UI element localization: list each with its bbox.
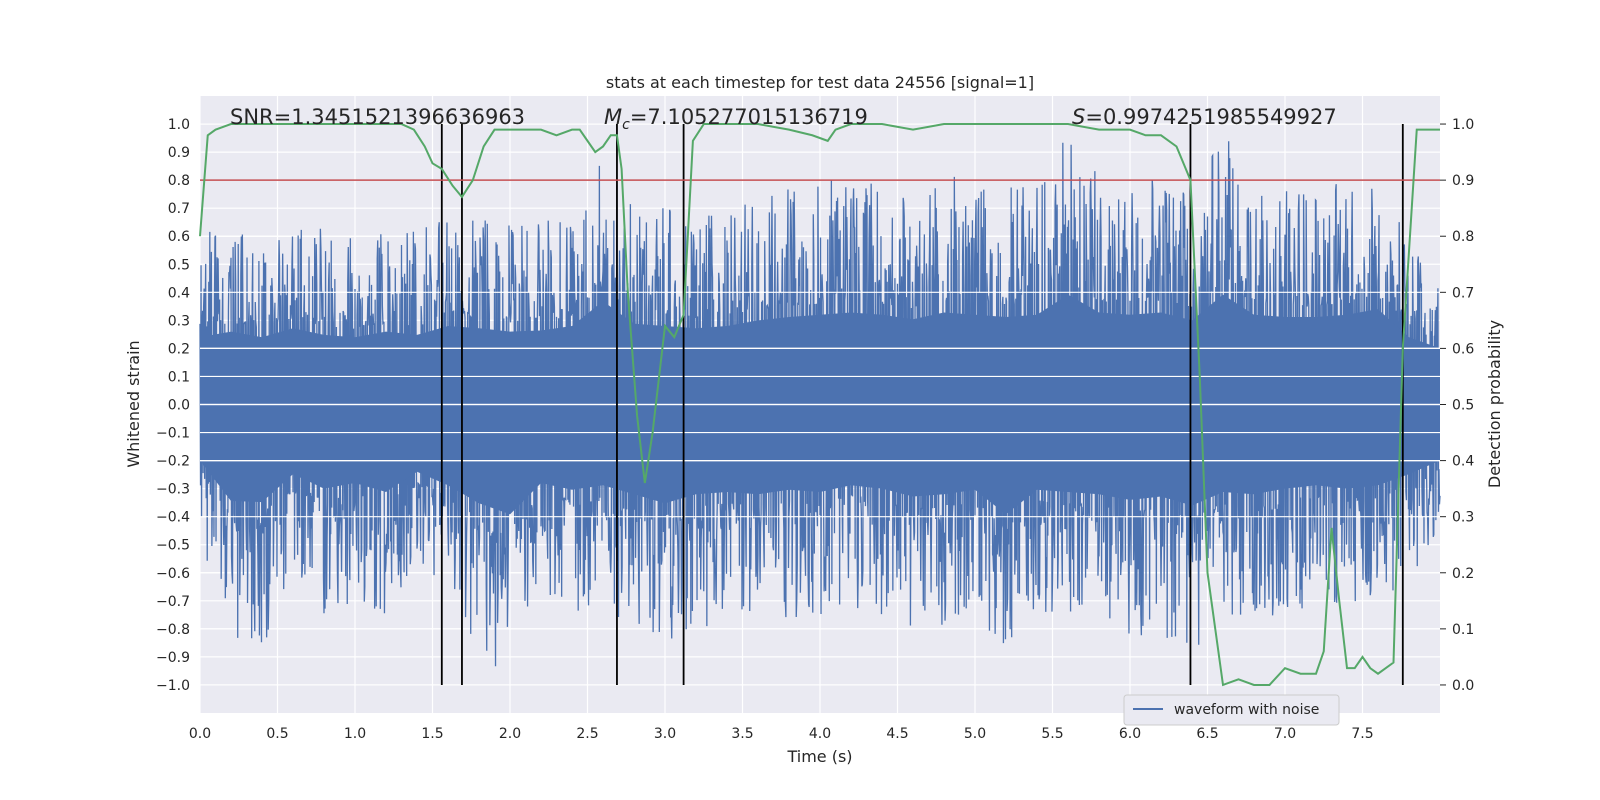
y-tick-label: −0.6 [156, 566, 190, 582]
x-axis-label: Time (s) [786, 747, 852, 766]
x-tick-label: 5.0 [964, 726, 986, 742]
x-axis-ticks: 0.0 0.5 1.0 1.5 2.0 2.5 3.0 3.5 4.0 4.5 5.0 5.5 6.0 6… [189, 726, 1374, 742]
chirp-mass-annotation: Mc=7.105277015136719 [604, 105, 868, 133]
y-tick-label: −1.0 [156, 678, 190, 694]
x-tick-label: 7.5 [1351, 726, 1373, 742]
s-annotation: S=0.9974251985549927 [1072, 105, 1337, 129]
y-tick-label: −0.1 [156, 426, 190, 442]
y2-tick-label: 0.2 [1452, 566, 1474, 582]
s-symbol: S [1072, 105, 1085, 129]
y-tick-label: 0.4 [168, 285, 190, 301]
y2-tick-label: 0.0 [1452, 678, 1474, 694]
chirp-mass-value: =7.105277015136719 [630, 105, 868, 129]
y2-tick-label: 0.7 [1452, 285, 1474, 301]
y2-tick-label: 0.8 [1452, 229, 1474, 245]
y2-axis-ticks: 1.0 0.9 0.8 0.7 0.6 0.5 0.4 0.3 0.2 0.1 0.0 [1440, 117, 1474, 694]
legend-box [1123, 694, 1340, 726]
y-tick-label: 0.6 [168, 229, 190, 245]
x-tick-label: 4.0 [809, 726, 831, 742]
y-tick-label: −0.4 [156, 510, 190, 526]
x-tick-label: 0.0 [189, 726, 211, 742]
y2-tick-label: 0.9 [1452, 173, 1474, 189]
y-tick-label: −0.3 [156, 482, 190, 498]
x-tick-label: 7.0 [1274, 726, 1296, 742]
y-tick-label: −0.2 [156, 454, 190, 470]
s-value: =0.9974251985549927 [1085, 105, 1336, 129]
y-tick-label: 0.2 [168, 341, 190, 357]
y-tick-label: 0.5 [168, 257, 190, 273]
x-tick-label: 4.5 [886, 726, 908, 742]
chirp-mass-subscript: c [622, 117, 630, 133]
y-tick-label: 0.9 [168, 145, 190, 161]
y-tick-label: 0.8 [168, 173, 190, 189]
x-tick-label: 5.5 [1041, 726, 1063, 742]
x-tick-label: 6.0 [1119, 726, 1141, 742]
y-tick-label: 1.0 [168, 117, 190, 133]
y-tick-label: −0.5 [156, 538, 190, 554]
y-tick-label: 0.3 [168, 313, 190, 329]
waveform-series [199, 141, 1441, 667]
x-tick-label: 2.5 [576, 726, 598, 742]
y2-tick-label: 1.0 [1452, 117, 1474, 133]
legend-label: waveform with noise [1174, 702, 1319, 718]
y2-axis-label: Detection probability [1485, 320, 1504, 488]
chart-title: stats at each timestep for test data 245… [606, 73, 1034, 92]
y-tick-label: 0.7 [168, 201, 190, 217]
y2-tick-label: 0.5 [1452, 398, 1474, 414]
waveform-line [199, 141, 1441, 667]
y-tick-label: 0.1 [168, 369, 190, 385]
x-tick-label: 2.0 [499, 726, 521, 742]
x-tick-label: 1.5 [421, 726, 443, 742]
snr-annotation: SNR=1.3451521396636963 [230, 105, 525, 129]
y2-tick-label: 0.3 [1452, 510, 1474, 526]
legend: waveform with noise [1123, 694, 1340, 726]
y-axis-label: Whitened strain [124, 340, 143, 467]
chirp-mass-symbol: M [604, 105, 622, 129]
x-tick-label: 6.5 [1196, 726, 1218, 742]
y-tick-label: −0.8 [156, 622, 190, 638]
probability-line [199, 123, 1440, 687]
vertical-markers [440, 124, 1404, 685]
x-tick-label: 3.5 [731, 726, 753, 742]
y-tick-label: −0.9 [156, 650, 190, 666]
y2-tick-label: 0.1 [1452, 622, 1474, 638]
x-tick-label: 0.5 [266, 726, 288, 742]
y-axis-ticks: 1.0 0.9 0.8 0.7 0.6 0.5 0.4 0.3 0.2 0.1 0.0 −0.1 −0.… [156, 117, 190, 694]
y-tick-label: −0.7 [156, 594, 190, 610]
y2-tick-label: 0.6 [1452, 341, 1474, 357]
y2-tick-label: 0.4 [1452, 454, 1474, 470]
x-tick-label: 1.0 [344, 726, 366, 742]
x-tick-label: 3.0 [654, 726, 676, 742]
probability-series [199, 123, 1440, 687]
y-tick-label: 0.0 [168, 398, 190, 414]
